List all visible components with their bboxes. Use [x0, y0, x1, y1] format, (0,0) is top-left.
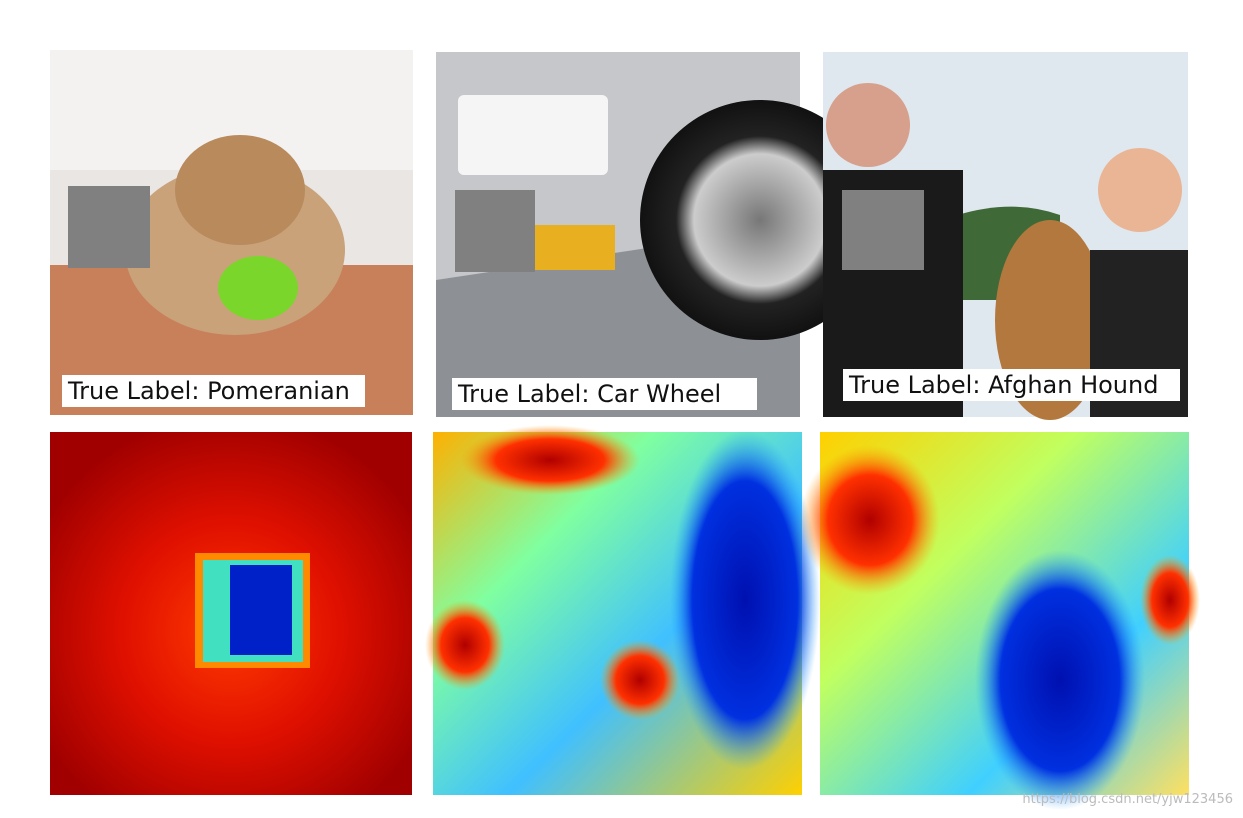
photo-pomeranian — [50, 50, 413, 415]
heatmap-red — [425, 600, 505, 690]
heatmap-afghan — [800, 432, 1200, 810]
heatmap-car — [425, 425, 820, 795]
photo-man-head — [826, 83, 910, 167]
watermark: https://blog.csdn.net/yjw123456 — [1022, 792, 1233, 807]
label-box — [843, 369, 1180, 401]
heatmap-core — [230, 565, 292, 655]
heatmap-blue — [670, 430, 820, 770]
panel-label: True Label: Pomeranian — [67, 377, 350, 405]
panel-label: True Label: Afghan Hound — [848, 371, 1158, 399]
photo-ball — [218, 256, 298, 320]
occluder — [68, 186, 150, 268]
photo-afghan — [823, 52, 1188, 420]
photo-wheel — [640, 100, 880, 340]
label-box — [452, 378, 757, 410]
heatmap-red — [460, 425, 640, 495]
label-box — [62, 375, 365, 407]
heatmap-red — [600, 640, 680, 720]
occluder — [455, 190, 535, 272]
panel-label: True Label: Car Wheel — [457, 380, 721, 408]
heatmap-blue — [975, 550, 1145, 810]
photo-car — [436, 52, 880, 417]
heatmap-red — [800, 445, 940, 595]
photo-panel — [458, 95, 608, 175]
photo-woman-head — [1098, 148, 1182, 232]
heatmap-pomeranian — [50, 432, 412, 795]
labels: True Label: Pomeranian True Label: Car W… — [62, 369, 1180, 410]
occluder — [842, 190, 924, 270]
photo-dog-head — [175, 135, 305, 245]
heatmap-red — [1140, 555, 1200, 645]
